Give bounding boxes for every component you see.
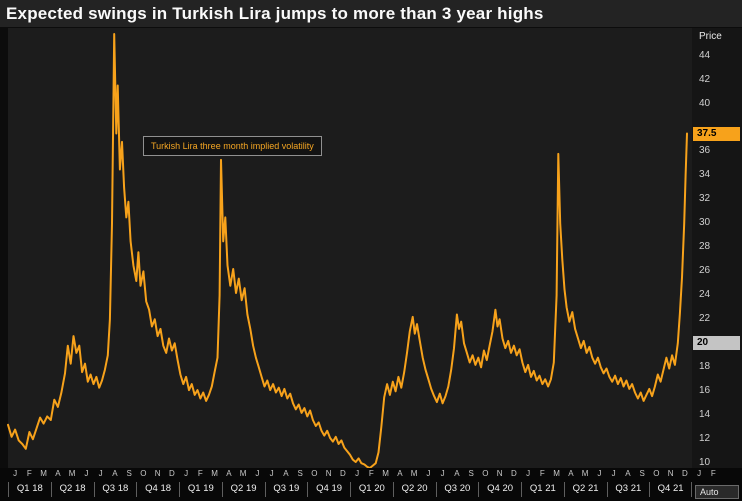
x-month-label: O bbox=[311, 469, 318, 478]
chart-headline-text: Expected swings in Turkish Lira jumps to… bbox=[6, 4, 544, 23]
x-quarter-label: Q1 20 bbox=[350, 482, 393, 497]
auto-scale-button[interactable]: Auto bbox=[695, 485, 739, 499]
x-month-label: J bbox=[269, 469, 274, 478]
x-month-label: D bbox=[339, 469, 346, 478]
y-axis-tick-10: 10 bbox=[699, 457, 711, 469]
x-month-label: M bbox=[581, 469, 589, 478]
y-axis-tick-32: 32 bbox=[699, 193, 711, 205]
x-axis-background bbox=[0, 468, 742, 501]
y-axis-tick-26: 26 bbox=[699, 265, 711, 277]
x-month-label: O bbox=[653, 469, 660, 478]
y-axis-tick-12: 12 bbox=[699, 433, 711, 445]
y-axis-tick-28: 28 bbox=[699, 241, 711, 253]
x-month-label: J bbox=[597, 469, 602, 478]
x-month-label: S bbox=[468, 469, 474, 478]
x-month-label: N bbox=[325, 469, 332, 478]
x-month-label: M bbox=[553, 469, 560, 478]
y-axis-tick-24: 24 bbox=[699, 289, 711, 301]
chart-headline: Expected swings in Turkish Lira jumps to… bbox=[0, 0, 742, 27]
x-month-label: J bbox=[526, 469, 531, 478]
x-month-label: O bbox=[140, 469, 147, 478]
x-month-label: F bbox=[197, 469, 203, 478]
y-axis-tick-16: 16 bbox=[699, 385, 711, 397]
y-axis-title: Price bbox=[699, 31, 722, 42]
x-month-label: J bbox=[697, 469, 702, 478]
x-quarter-label: Q2 19 bbox=[221, 482, 265, 497]
y-axis-tick-18: 18 bbox=[699, 361, 711, 373]
x-month-label: D bbox=[168, 469, 175, 478]
x-quarter-label: Q4 18 bbox=[136, 482, 179, 497]
last-price-badge: 37.5 bbox=[693, 126, 740, 141]
y-axis-tick-44: 44 bbox=[699, 49, 711, 61]
series-label-box: Turkish Lira three month implied volatil… bbox=[143, 136, 322, 156]
y-axis-column bbox=[692, 28, 742, 468]
y-axis-tick-42: 42 bbox=[699, 73, 711, 85]
y-axis-tick-22: 22 bbox=[699, 313, 711, 325]
x-month-label: J bbox=[84, 469, 89, 478]
x-month-label: J bbox=[355, 469, 360, 478]
x-month-label: F bbox=[539, 469, 545, 478]
x-month-label: S bbox=[126, 469, 132, 478]
series-label-text: Turkish Lira three month implied volatil… bbox=[151, 141, 314, 151]
x-quarter-label: Q2 20 bbox=[392, 482, 436, 497]
x-month-label: J bbox=[611, 469, 616, 478]
x-month-label: A bbox=[283, 469, 289, 478]
axis-highlight-badge: 20 bbox=[693, 336, 740, 351]
x-month-label: A bbox=[454, 469, 460, 478]
y-axis-tick-30: 30 bbox=[699, 217, 711, 229]
x-month-label: S bbox=[297, 469, 303, 478]
y-axis-tick-14: 14 bbox=[699, 409, 711, 421]
x-month-label: J bbox=[13, 469, 18, 478]
x-month-label: D bbox=[510, 469, 517, 478]
x-quarter-label: Q2 18 bbox=[50, 482, 94, 497]
x-month-label: F bbox=[710, 469, 716, 478]
x-month-label: A bbox=[112, 469, 118, 478]
x-month-label: F bbox=[26, 469, 32, 478]
x-quarter-label: Q3 21 bbox=[606, 482, 650, 497]
x-month-label: M bbox=[211, 469, 218, 478]
y-axis-tick-34: 34 bbox=[699, 169, 711, 181]
x-month-label: N bbox=[667, 469, 674, 478]
x-month-label: J bbox=[440, 469, 445, 478]
x-month-label: A bbox=[226, 469, 232, 478]
x-month-label: F bbox=[368, 469, 374, 478]
x-quarter-label: Q1 19 bbox=[179, 482, 222, 497]
x-month-label: A bbox=[568, 469, 574, 478]
x-quarter-label: Q2 21 bbox=[563, 482, 607, 497]
x-month-label: A bbox=[55, 469, 61, 478]
x-month-label: N bbox=[496, 469, 503, 478]
x-month-label: M bbox=[382, 469, 389, 478]
x-month-label: M bbox=[239, 469, 247, 478]
x-month-label: J bbox=[255, 469, 260, 478]
x-quarter-label: Q1 18 bbox=[8, 482, 51, 497]
x-month-label: M bbox=[68, 469, 76, 478]
x-month-label: J bbox=[426, 469, 431, 478]
plot-background bbox=[8, 28, 692, 468]
x-quarter-label: Q3 18 bbox=[93, 482, 137, 497]
x-quarter-label: Q1 21 bbox=[521, 482, 564, 497]
x-quarter-label: Q3 20 bbox=[435, 482, 479, 497]
x-month-label: N bbox=[154, 469, 161, 478]
x-month-label: J bbox=[184, 469, 189, 478]
y-axis-tick-40: 40 bbox=[699, 97, 711, 109]
y-axis-tick-36: 36 bbox=[699, 145, 711, 157]
x-month-label: A bbox=[397, 469, 403, 478]
x-quarter-label: Q4 19 bbox=[307, 482, 350, 497]
x-month-label: M bbox=[40, 469, 47, 478]
volatility-line bbox=[7, 33, 688, 469]
x-quarter-label: Q4 21 bbox=[649, 482, 692, 497]
x-quarter-label: Q3 19 bbox=[264, 482, 308, 497]
x-month-label: D bbox=[681, 469, 688, 478]
x-month-label: J bbox=[98, 469, 103, 478]
x-month-label: A bbox=[625, 469, 631, 478]
x-month-label: O bbox=[482, 469, 489, 478]
x-month-label: S bbox=[639, 469, 645, 478]
x-quarter-label: Q4 20 bbox=[478, 482, 521, 497]
x-month-label: M bbox=[410, 469, 418, 478]
